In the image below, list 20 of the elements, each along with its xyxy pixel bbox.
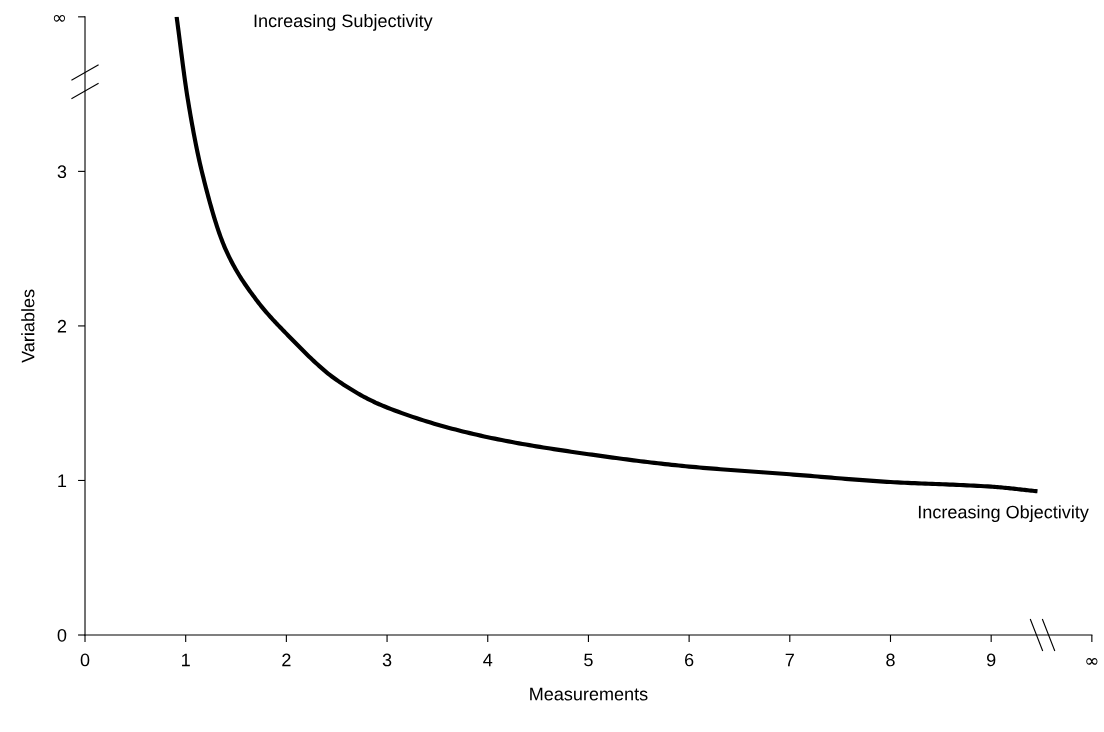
y-tick-label: 1 [58, 474, 67, 488]
y-tick-label: 0 [57, 628, 67, 642]
x-tick-label: 0 [80, 653, 90, 667]
x-tick-label: 3 [382, 653, 392, 667]
annotation: Increasing Objectivity [918, 505, 1089, 522]
x-tick-label: 1 [182, 653, 190, 667]
annotation: Increasing Subjectivity [254, 13, 433, 31]
y-tick-label: 2 [57, 319, 67, 333]
x-tick-label: 5 [584, 653, 593, 667]
x-tick-label: 7 [785, 653, 794, 667]
y-tick-label: 3 [57, 165, 67, 179]
x-tick-label: 9 [987, 653, 996, 667]
y-tick-label: ∞ [53, 14, 66, 22]
x-tick-label: ∞ [1086, 657, 1098, 665]
y-axis-title: Variables [21, 289, 35, 363]
x-tick-label: 6 [685, 653, 694, 667]
x-tick-label: 8 [886, 653, 895, 667]
x-tick-label: 4 [483, 653, 493, 667]
x-axis-title: Measurements [530, 687, 648, 701]
x-tick-label: 2 [282, 653, 291, 667]
